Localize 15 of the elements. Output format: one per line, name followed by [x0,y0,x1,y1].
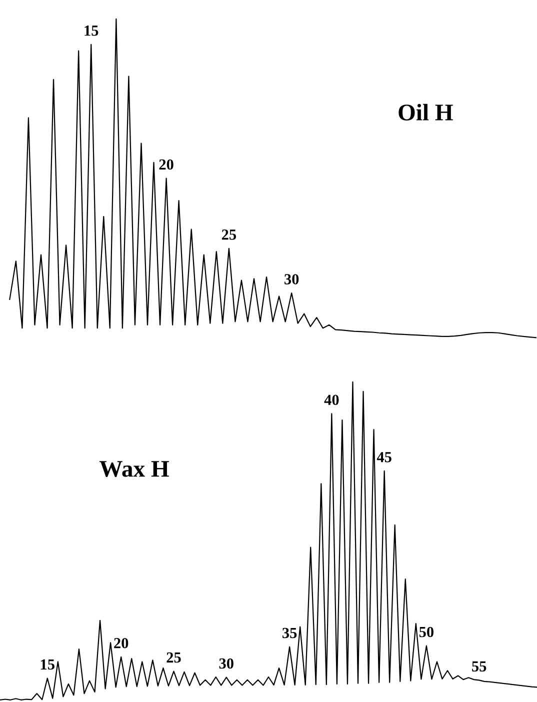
annotation: 25 [222,230,236,240]
annotation: 30 [219,658,234,669]
text: Oil H [398,104,453,120]
annotation: 25 [166,652,181,663]
annotation: 40 [324,394,339,406]
annotation: 15 [84,26,98,36]
annotation: 20 [159,159,174,170]
annotation: 15 [40,659,54,670]
annotation: 35 [282,628,297,638]
annotation: 45 [376,452,392,462]
text: Wax H [99,461,169,477]
annotation: 55 [472,661,486,672]
annotation: 20 [114,638,128,648]
annotation: 50 [419,626,434,638]
annotation: 30 [284,274,299,284]
